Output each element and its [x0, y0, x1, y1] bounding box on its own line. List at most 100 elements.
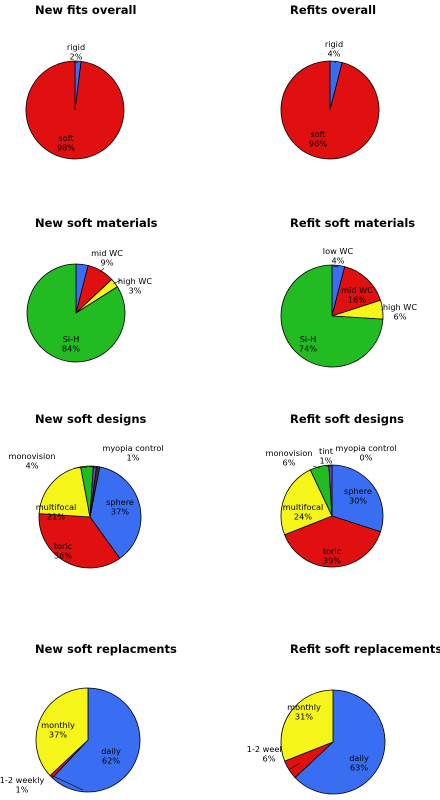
slice-percent-monthly: 37%	[49, 730, 67, 740]
chart-title: New soft materials	[35, 216, 158, 230]
slice-label-high-wc: high WC	[383, 302, 418, 312]
leader-line	[333, 60, 337, 64]
chart-title: Refit soft designs	[290, 412, 404, 426]
slice-label-soft: soft	[310, 129, 326, 139]
slice-label-low-wc: low WC	[323, 246, 354, 256]
pie-slice-myopia-control	[89, 466, 101, 518]
chart-title: New fits overall	[35, 3, 136, 17]
slice-percent-sphere: 37%	[111, 507, 129, 517]
leader-line	[312, 465, 320, 469]
slice-label-daily: daily	[349, 753, 369, 763]
slice-label-si-h: Si-H	[300, 334, 317, 344]
slice-percent-mid-wc: 9%	[101, 258, 114, 268]
pie-slice-monthly	[280, 689, 334, 762]
slice-percent-daily: 62%	[102, 756, 120, 766]
slice-label-sphere: sphere	[106, 497, 134, 507]
slice-label-soft: soft	[58, 133, 74, 143]
slice-label-1-2-weekly: 1-2 weekly	[247, 744, 292, 754]
pie-slice-mid-wc	[331, 266, 381, 317]
leader-line	[74, 61, 79, 63]
slice-label-rigid: rigid	[67, 42, 85, 52]
slice-percent-multifocal: 21%	[47, 512, 65, 522]
slice-percent-multifocal: 24%	[294, 512, 312, 522]
slice-label-mid-wc: mid WC	[91, 248, 123, 258]
pie-slice-daily	[294, 689, 386, 795]
slice-percent-1-2-weekly: 6%	[263, 754, 276, 764]
pie-slice-soft	[280, 60, 380, 160]
slice-percent-si-h: 74%	[299, 344, 317, 354]
slice-label-monthly: monthly	[287, 702, 321, 712]
slice-percent-myopia-control: 0%	[360, 453, 373, 463]
leader-line	[325, 465, 331, 467]
pie-slice-sphere	[331, 464, 384, 533]
slice-label-rigid: rigid	[325, 39, 343, 49]
slice-percent-monovision: 4%	[26, 461, 39, 471]
slice-label-monovision: monovision	[265, 448, 312, 458]
pie-slice-toric	[38, 513, 121, 569]
chart-title: New soft designs	[35, 412, 147, 426]
pie-slice-daily	[52, 687, 141, 793]
slice-label-monovision: monovision	[8, 451, 55, 461]
slice-label-monthly: monthly	[41, 720, 75, 730]
slice-percent-soft: 98%	[57, 143, 75, 153]
chart-title: Refit soft materials	[290, 216, 415, 230]
slice-label-daily: daily	[101, 746, 121, 756]
chart-title: New soft replacments	[35, 642, 177, 656]
slice-label-multifocal: multifocal	[283, 502, 324, 512]
slice-percent-toric: 39%	[323, 556, 341, 566]
pie-slice-sphere	[89, 466, 142, 559]
leader-line	[52, 775, 84, 791]
slice-label-tint: tint	[319, 446, 334, 456]
slice-percent-toric: 36%	[54, 551, 72, 561]
slice-percent-high-wc: 6%	[394, 312, 407, 322]
slice-percent-daily: 63%	[350, 763, 368, 773]
slice-label-myopia-control: myopia control	[102, 443, 163, 453]
slice-percent-si-h: 84%	[62, 344, 80, 354]
pie-slice-si-h	[26, 263, 126, 363]
slice-percent-high-wc: 3%	[129, 286, 142, 296]
slice-percent-soft: 96%	[309, 139, 327, 149]
leader-line	[290, 762, 301, 770]
pie-slice-toric	[284, 515, 381, 568]
slice-label-1-2-weekly: 1-2 weekly	[0, 775, 44, 785]
slice-label-toric: toric	[323, 546, 341, 556]
slice-percent-monovision: 6%	[283, 458, 296, 468]
pie-slice-si-h	[280, 264, 384, 368]
pie-chart-new-soft-materials: New soft materials mid WC9% high WC3% Si-H8…	[26, 216, 158, 363]
slice-label-myopia-control: myopia control	[335, 443, 396, 453]
leader-line	[113, 279, 122, 285]
slice-percent-low-wc: 4%	[332, 256, 345, 266]
leader-line	[86, 465, 98, 469]
slice-label-multifocal: multifocal	[36, 502, 77, 512]
slice-label-toric: toric	[54, 541, 72, 551]
chart-title: Refits overall	[290, 3, 376, 17]
slice-percent-rigid: 4%	[328, 49, 341, 59]
pie-slice-multifocal	[280, 469, 333, 536]
slice-percent-rigid: 2%	[70, 52, 83, 62]
slice-label-high-wc: high WC	[118, 276, 153, 286]
slice-percent-monthly: 31%	[295, 712, 313, 722]
chart-title: Refit soft replacements	[290, 642, 440, 656]
pie-slice-tint	[328, 464, 333, 517]
slice-percent-sphere: 30%	[349, 496, 367, 506]
leader-line	[332, 265, 339, 268]
pie-slice-monthly	[35, 687, 89, 776]
slice-label-si-h: Si-H	[63, 334, 80, 344]
slice-percent-tint: 1%	[320, 456, 333, 466]
leader-line	[330, 464, 333, 467]
pie-slice-soft	[25, 60, 125, 160]
slice-label-mid-wc: mid WC	[341, 285, 373, 295]
slice-label-sphere: sphere	[344, 486, 372, 496]
slice-percent-myopia-control: 1%	[127, 453, 140, 463]
slice-percent-1-2-weekly: 1%	[16, 785, 29, 795]
slice-percent-mid-wc: 16%	[348, 295, 366, 305]
leader-line	[99, 267, 105, 273]
